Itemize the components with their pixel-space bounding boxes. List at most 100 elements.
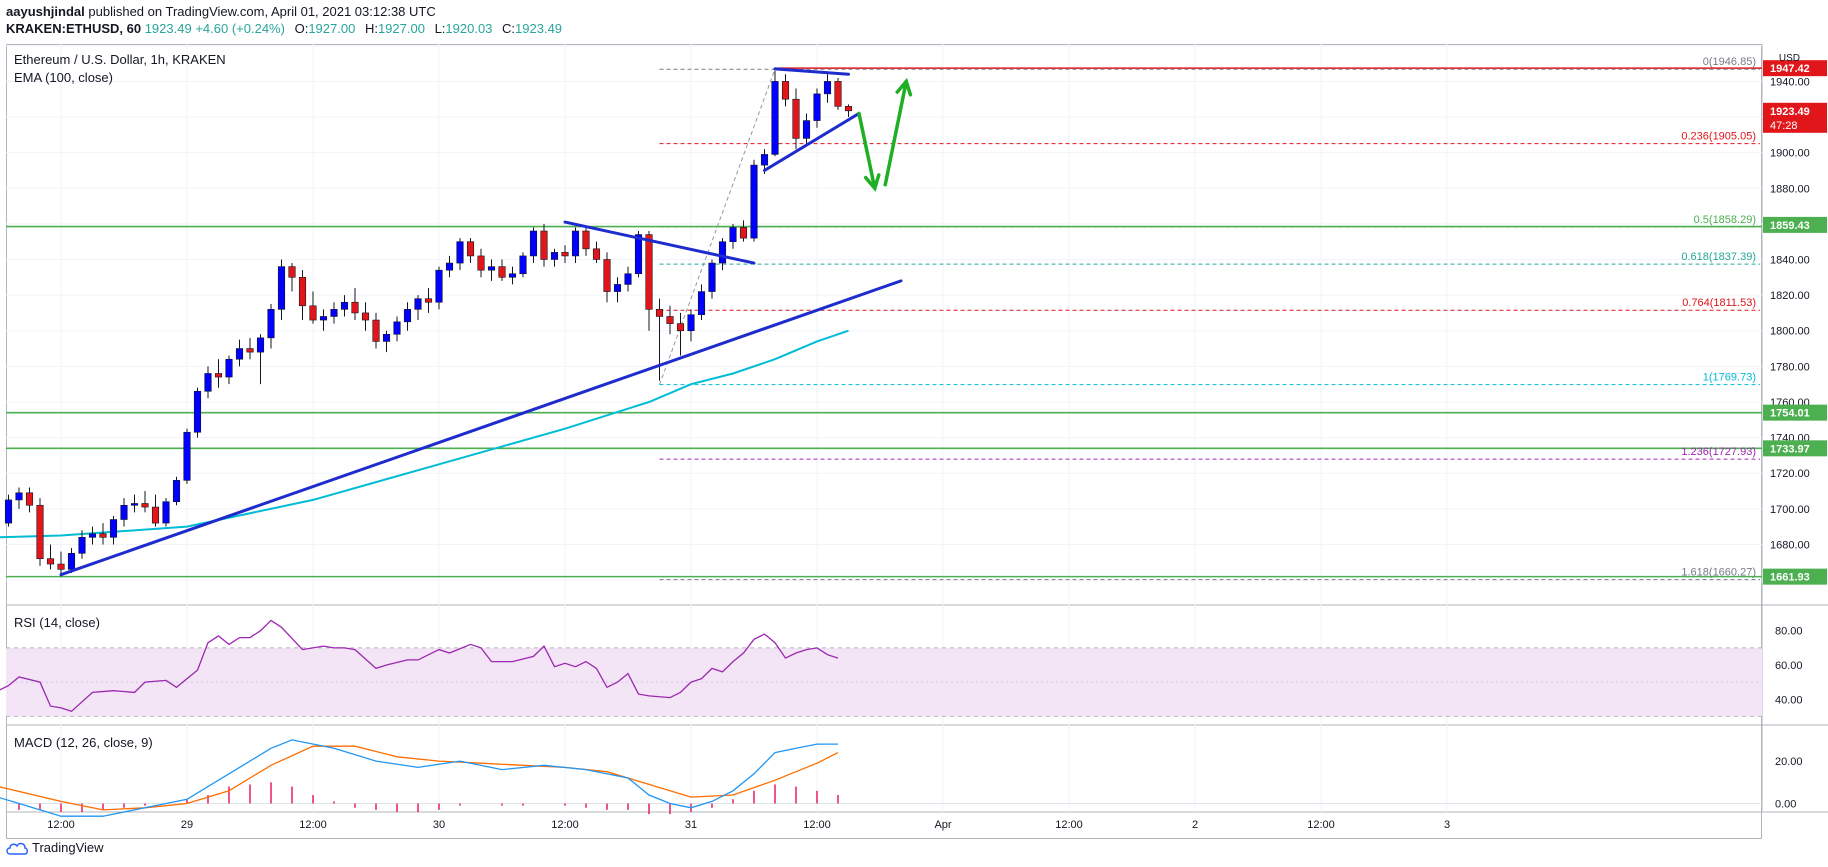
candle-body-62 (582, 230, 590, 250)
publish-text: published on TradingView.com, April 01, … (88, 4, 436, 19)
rsi-tick-1: 60.00 (1775, 660, 1803, 672)
price-tick-9: 1780.00 (1770, 361, 1810, 373)
tradingview-brand[interactable]: TradingView (6, 840, 104, 855)
candle-body-52 (477, 255, 485, 271)
low-value: 1920.03 (445, 21, 493, 36)
candle-body-80 (771, 81, 779, 155)
candle-body-59 (550, 252, 559, 260)
candle-body-65 (613, 284, 622, 292)
price-tick-13: 1700.00 (1770, 504, 1810, 516)
macd-axis: 20.00 0.00 (1775, 756, 1803, 810)
rsi-band (6, 647, 1762, 717)
price-badge-5 (1763, 568, 1827, 585)
fib-label-6: 1.236(1727.93) (1681, 446, 1756, 458)
price-badge-text-4: 1733.97 (1770, 443, 1810, 455)
time-label-9: 2 (1192, 819, 1198, 831)
candle-body-74 (708, 262, 716, 292)
price-tick-4: 1880.00 (1770, 183, 1810, 195)
candle-body-13 (67, 553, 76, 570)
candle-body-57 (529, 230, 538, 257)
candle-body-83 (802, 120, 811, 139)
fib-label-4: 0.764(1811.53) (1682, 297, 1756, 309)
candle-body-14 (78, 537, 86, 554)
rsi-tick-0: 80.00 (1775, 626, 1803, 638)
fibonacci-retracement[interactable]: 0(1946.85) 0.236(1905.05) 0.5(1858.29) 0.61… (659, 56, 1761, 581)
candle-body-40 (351, 301, 359, 314)
open-label: O: (294, 21, 309, 36)
candle-body-33 (277, 266, 286, 310)
candle-body-38 (330, 309, 338, 317)
candle-body-72 (687, 314, 695, 332)
chart-title: Ethereum / U.S. Dollar, 1h, KRAKEN (14, 52, 226, 67)
price-tick-1: 1940.00 (1770, 76, 1810, 88)
candle-body-29 (235, 348, 244, 360)
candle-body-39 (340, 301, 349, 310)
macd-line (0, 739, 838, 817)
candle-body-81 (781, 81, 790, 100)
projection-arrows[interactable] (857, 77, 913, 192)
price-badge-text-1: 1923.49 (1770, 106, 1810, 118)
price-badge-text-5: 1661.93 (1770, 572, 1810, 584)
price-tick-6: 1840.00 (1770, 254, 1810, 266)
candle-body-36 (309, 305, 317, 321)
symbol-name: KRAKEN:ETHUSD, 60 (6, 21, 142, 36)
price-tick-8: 1800.00 (1770, 326, 1810, 338)
candle-body-60 (561, 252, 569, 257)
close-value: 1923.49 (515, 21, 563, 36)
candle-body-32 (267, 309, 275, 339)
time-label-11: 3 (1444, 819, 1450, 831)
high-value: 1927.00 (377, 21, 425, 36)
candle-body-68 (645, 234, 653, 310)
candle-body-10 (36, 504, 44, 559)
candle-body-16 (99, 533, 107, 538)
price-change: +4.60 (+0.24%) (195, 21, 285, 36)
candle-body-44 (393, 321, 401, 335)
price-badge-0 (1763, 60, 1827, 77)
ema-100-line (0, 329, 849, 539)
fib-label-7: 1.618(1660.27) (1681, 567, 1756, 579)
time-axis[interactable]: 12:00 29 12:00 30 12:00 31 12:00 Apr 12:00 2 12:00… (47, 819, 1450, 831)
time-label-0: 12:00 (47, 819, 75, 831)
time-label-7: Apr (934, 819, 951, 831)
candle-body-66 (624, 273, 632, 285)
candle-body-86 (834, 81, 842, 107)
candle-body-73 (697, 291, 706, 316)
candle-body-7 (4, 499, 13, 524)
candle-body-87 (844, 106, 853, 112)
price-unit: USD (1779, 53, 1800, 64)
candle-body-8 (15, 492, 23, 501)
tradingview-logo-icon (6, 842, 28, 855)
candle-body-11 (46, 558, 55, 565)
candle-body-85 (823, 81, 832, 95)
fib-label-1: 0.236(1905.05) (1681, 131, 1756, 143)
candle-body-84 (813, 93, 821, 121)
candle-body-82 (792, 98, 800, 139)
price-badge-4 (1763, 440, 1827, 457)
candle-body-20 (141, 503, 149, 508)
candle-body-58 (540, 230, 548, 260)
time-label-1: 29 (181, 819, 193, 831)
last-price: 1923.49 (144, 21, 192, 36)
arrow-head-0 (863, 173, 881, 192)
candle-body-42 (372, 319, 380, 342)
rsi-band-fill (6, 647, 1762, 717)
price-badge-text-0: 1947.42 (1770, 63, 1810, 75)
time-label-2: 12:00 (299, 819, 327, 831)
candle-body-22 (162, 501, 170, 524)
candle-body-30 (246, 348, 254, 353)
candle-body-76 (729, 227, 737, 242)
author-name[interactable]: aayushjindal (6, 4, 85, 19)
candle-body-56 (519, 255, 527, 275)
candle-body-45 (403, 309, 412, 323)
candle-body-23 (172, 480, 181, 503)
price-axis[interactable]: 1940.001920.001900.001880.001860.001840.… (1770, 76, 1810, 587)
time-label-4: 12:00 (551, 819, 579, 831)
candle-body-48 (435, 269, 443, 303)
candle-body-21 (151, 506, 160, 524)
brand-text: TradingView (32, 840, 104, 855)
candle-body-79 (760, 154, 769, 166)
trendlines[interactable] (59, 67, 903, 577)
candle-body-67 (634, 234, 643, 275)
candlesticks (4, 70, 853, 577)
